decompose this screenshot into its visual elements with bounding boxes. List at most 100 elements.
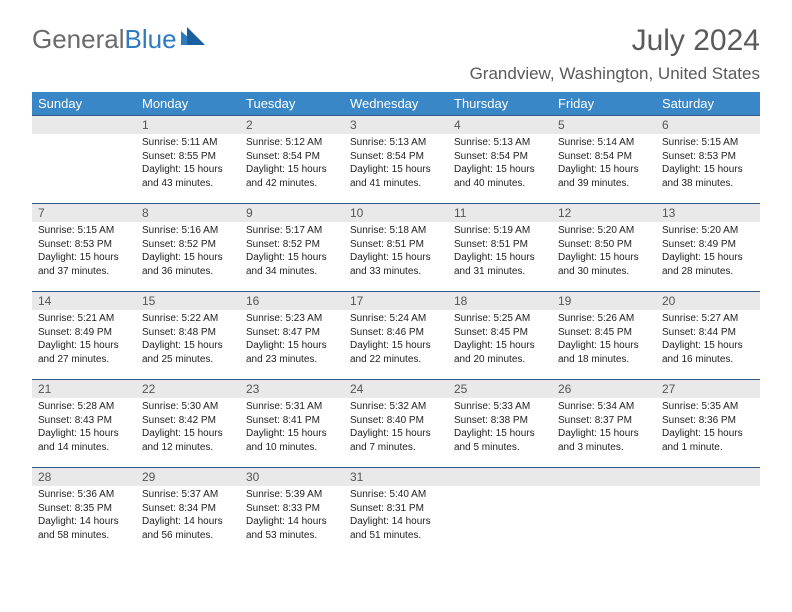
day-number: 3	[344, 116, 448, 134]
calendar-day-cell: 26Sunrise: 5:34 AMSunset: 8:37 PMDayligh…	[552, 380, 656, 468]
calendar-day-cell	[656, 468, 760, 556]
day-details: Sunrise: 5:26 AMSunset: 8:45 PMDaylight:…	[552, 310, 656, 370]
day-of-week-header: Monday	[136, 92, 240, 116]
day-number: 15	[136, 292, 240, 310]
calendar-day-cell: 30Sunrise: 5:39 AMSunset: 8:33 PMDayligh…	[240, 468, 344, 556]
calendar-week-row: 28Sunrise: 5:36 AMSunset: 8:35 PMDayligh…	[32, 468, 760, 556]
calendar-day-cell: 19Sunrise: 5:26 AMSunset: 8:45 PMDayligh…	[552, 292, 656, 380]
calendar-day-cell: 31Sunrise: 5:40 AMSunset: 8:31 PMDayligh…	[344, 468, 448, 556]
calendar-day-cell: 17Sunrise: 5:24 AMSunset: 8:46 PMDayligh…	[344, 292, 448, 380]
day-details: Sunrise: 5:17 AMSunset: 8:52 PMDaylight:…	[240, 222, 344, 282]
day-number: 24	[344, 380, 448, 398]
calendar-day-cell: 5Sunrise: 5:14 AMSunset: 8:54 PMDaylight…	[552, 116, 656, 204]
day-details: Sunrise: 5:12 AMSunset: 8:54 PMDaylight:…	[240, 134, 344, 194]
logo-triangle-icon	[181, 21, 207, 52]
day-details: Sunrise: 5:35 AMSunset: 8:36 PMDaylight:…	[656, 398, 760, 458]
calendar-day-cell: 14Sunrise: 5:21 AMSunset: 8:49 PMDayligh…	[32, 292, 136, 380]
day-of-week-header: Tuesday	[240, 92, 344, 116]
calendar-week-row: 1Sunrise: 5:11 AMSunset: 8:55 PMDaylight…	[32, 116, 760, 204]
calendar-day-cell: 9Sunrise: 5:17 AMSunset: 8:52 PMDaylight…	[240, 204, 344, 292]
day-number: 16	[240, 292, 344, 310]
empty-day	[32, 116, 136, 134]
day-number: 8	[136, 204, 240, 222]
logo: GeneralBlue	[32, 24, 207, 55]
day-of-week-header: Thursday	[448, 92, 552, 116]
day-details: Sunrise: 5:18 AMSunset: 8:51 PMDaylight:…	[344, 222, 448, 282]
day-number: 22	[136, 380, 240, 398]
day-details: Sunrise: 5:14 AMSunset: 8:54 PMDaylight:…	[552, 134, 656, 194]
calendar-table: SundayMondayTuesdayWednesdayThursdayFrid…	[32, 92, 760, 556]
calendar-week-row: 14Sunrise: 5:21 AMSunset: 8:49 PMDayligh…	[32, 292, 760, 380]
day-number: 29	[136, 468, 240, 486]
calendar-day-cell	[552, 468, 656, 556]
calendar-day-cell: 27Sunrise: 5:35 AMSunset: 8:36 PMDayligh…	[656, 380, 760, 468]
calendar-day-cell	[448, 468, 552, 556]
day-details: Sunrise: 5:34 AMSunset: 8:37 PMDaylight:…	[552, 398, 656, 458]
day-of-week-header: Wednesday	[344, 92, 448, 116]
day-details: Sunrise: 5:37 AMSunset: 8:34 PMDaylight:…	[136, 486, 240, 546]
day-of-week-header: Friday	[552, 92, 656, 116]
calendar-day-cell: 23Sunrise: 5:31 AMSunset: 8:41 PMDayligh…	[240, 380, 344, 468]
day-number: 14	[32, 292, 136, 310]
day-details: Sunrise: 5:20 AMSunset: 8:50 PMDaylight:…	[552, 222, 656, 282]
calendar-day-cell: 29Sunrise: 5:37 AMSunset: 8:34 PMDayligh…	[136, 468, 240, 556]
day-details: Sunrise: 5:30 AMSunset: 8:42 PMDaylight:…	[136, 398, 240, 458]
day-of-week-header: Sunday	[32, 92, 136, 116]
day-number: 25	[448, 380, 552, 398]
day-number: 19	[552, 292, 656, 310]
days-of-week-row: SundayMondayTuesdayWednesdayThursdayFrid…	[32, 92, 760, 116]
day-details: Sunrise: 5:21 AMSunset: 8:49 PMDaylight:…	[32, 310, 136, 370]
calendar-day-cell: 18Sunrise: 5:25 AMSunset: 8:45 PMDayligh…	[448, 292, 552, 380]
calendar-week-row: 21Sunrise: 5:28 AMSunset: 8:43 PMDayligh…	[32, 380, 760, 468]
calendar-day-cell: 20Sunrise: 5:27 AMSunset: 8:44 PMDayligh…	[656, 292, 760, 380]
calendar-day-cell: 2Sunrise: 5:12 AMSunset: 8:54 PMDaylight…	[240, 116, 344, 204]
day-details: Sunrise: 5:13 AMSunset: 8:54 PMDaylight:…	[448, 134, 552, 194]
calendar-day-cell: 13Sunrise: 5:20 AMSunset: 8:49 PMDayligh…	[656, 204, 760, 292]
day-number: 21	[32, 380, 136, 398]
day-number: 18	[448, 292, 552, 310]
day-number: 27	[656, 380, 760, 398]
day-details: Sunrise: 5:31 AMSunset: 8:41 PMDaylight:…	[240, 398, 344, 458]
day-details: Sunrise: 5:40 AMSunset: 8:31 PMDaylight:…	[344, 486, 448, 546]
empty-day	[448, 468, 552, 486]
day-number: 10	[344, 204, 448, 222]
day-number: 26	[552, 380, 656, 398]
day-details: Sunrise: 5:23 AMSunset: 8:47 PMDaylight:…	[240, 310, 344, 370]
month-title: July 2024	[470, 24, 760, 58]
day-number: 5	[552, 116, 656, 134]
calendar-day-cell: 6Sunrise: 5:15 AMSunset: 8:53 PMDaylight…	[656, 116, 760, 204]
day-number: 20	[656, 292, 760, 310]
day-details: Sunrise: 5:15 AMSunset: 8:53 PMDaylight:…	[32, 222, 136, 282]
day-number: 11	[448, 204, 552, 222]
header: GeneralBlue July 2024 Grandview, Washing…	[32, 24, 760, 84]
calendar-day-cell: 10Sunrise: 5:18 AMSunset: 8:51 PMDayligh…	[344, 204, 448, 292]
day-details: Sunrise: 5:11 AMSunset: 8:55 PMDaylight:…	[136, 134, 240, 194]
day-number: 2	[240, 116, 344, 134]
calendar-day-cell: 11Sunrise: 5:19 AMSunset: 8:51 PMDayligh…	[448, 204, 552, 292]
day-details: Sunrise: 5:24 AMSunset: 8:46 PMDaylight:…	[344, 310, 448, 370]
day-number: 17	[344, 292, 448, 310]
calendar-day-cell: 25Sunrise: 5:33 AMSunset: 8:38 PMDayligh…	[448, 380, 552, 468]
day-details: Sunrise: 5:19 AMSunset: 8:51 PMDaylight:…	[448, 222, 552, 282]
logo-text-1: General	[32, 24, 125, 55]
day-details: Sunrise: 5:27 AMSunset: 8:44 PMDaylight:…	[656, 310, 760, 370]
calendar-day-cell: 3Sunrise: 5:13 AMSunset: 8:54 PMDaylight…	[344, 116, 448, 204]
day-details: Sunrise: 5:25 AMSunset: 8:45 PMDaylight:…	[448, 310, 552, 370]
calendar-day-cell: 24Sunrise: 5:32 AMSunset: 8:40 PMDayligh…	[344, 380, 448, 468]
title-block: July 2024 Grandview, Washington, United …	[470, 24, 760, 84]
calendar-week-row: 7Sunrise: 5:15 AMSunset: 8:53 PMDaylight…	[32, 204, 760, 292]
day-details: Sunrise: 5:13 AMSunset: 8:54 PMDaylight:…	[344, 134, 448, 194]
calendar-day-cell: 7Sunrise: 5:15 AMSunset: 8:53 PMDaylight…	[32, 204, 136, 292]
day-number: 23	[240, 380, 344, 398]
day-details: Sunrise: 5:15 AMSunset: 8:53 PMDaylight:…	[656, 134, 760, 194]
day-number: 28	[32, 468, 136, 486]
day-number: 9	[240, 204, 344, 222]
calendar-day-cell: 4Sunrise: 5:13 AMSunset: 8:54 PMDaylight…	[448, 116, 552, 204]
empty-day	[656, 468, 760, 486]
day-number: 30	[240, 468, 344, 486]
day-details: Sunrise: 5:20 AMSunset: 8:49 PMDaylight:…	[656, 222, 760, 282]
day-details: Sunrise: 5:39 AMSunset: 8:33 PMDaylight:…	[240, 486, 344, 546]
logo-text-2: Blue	[125, 24, 177, 55]
day-number: 31	[344, 468, 448, 486]
calendar-page: GeneralBlue July 2024 Grandview, Washing…	[0, 0, 792, 580]
